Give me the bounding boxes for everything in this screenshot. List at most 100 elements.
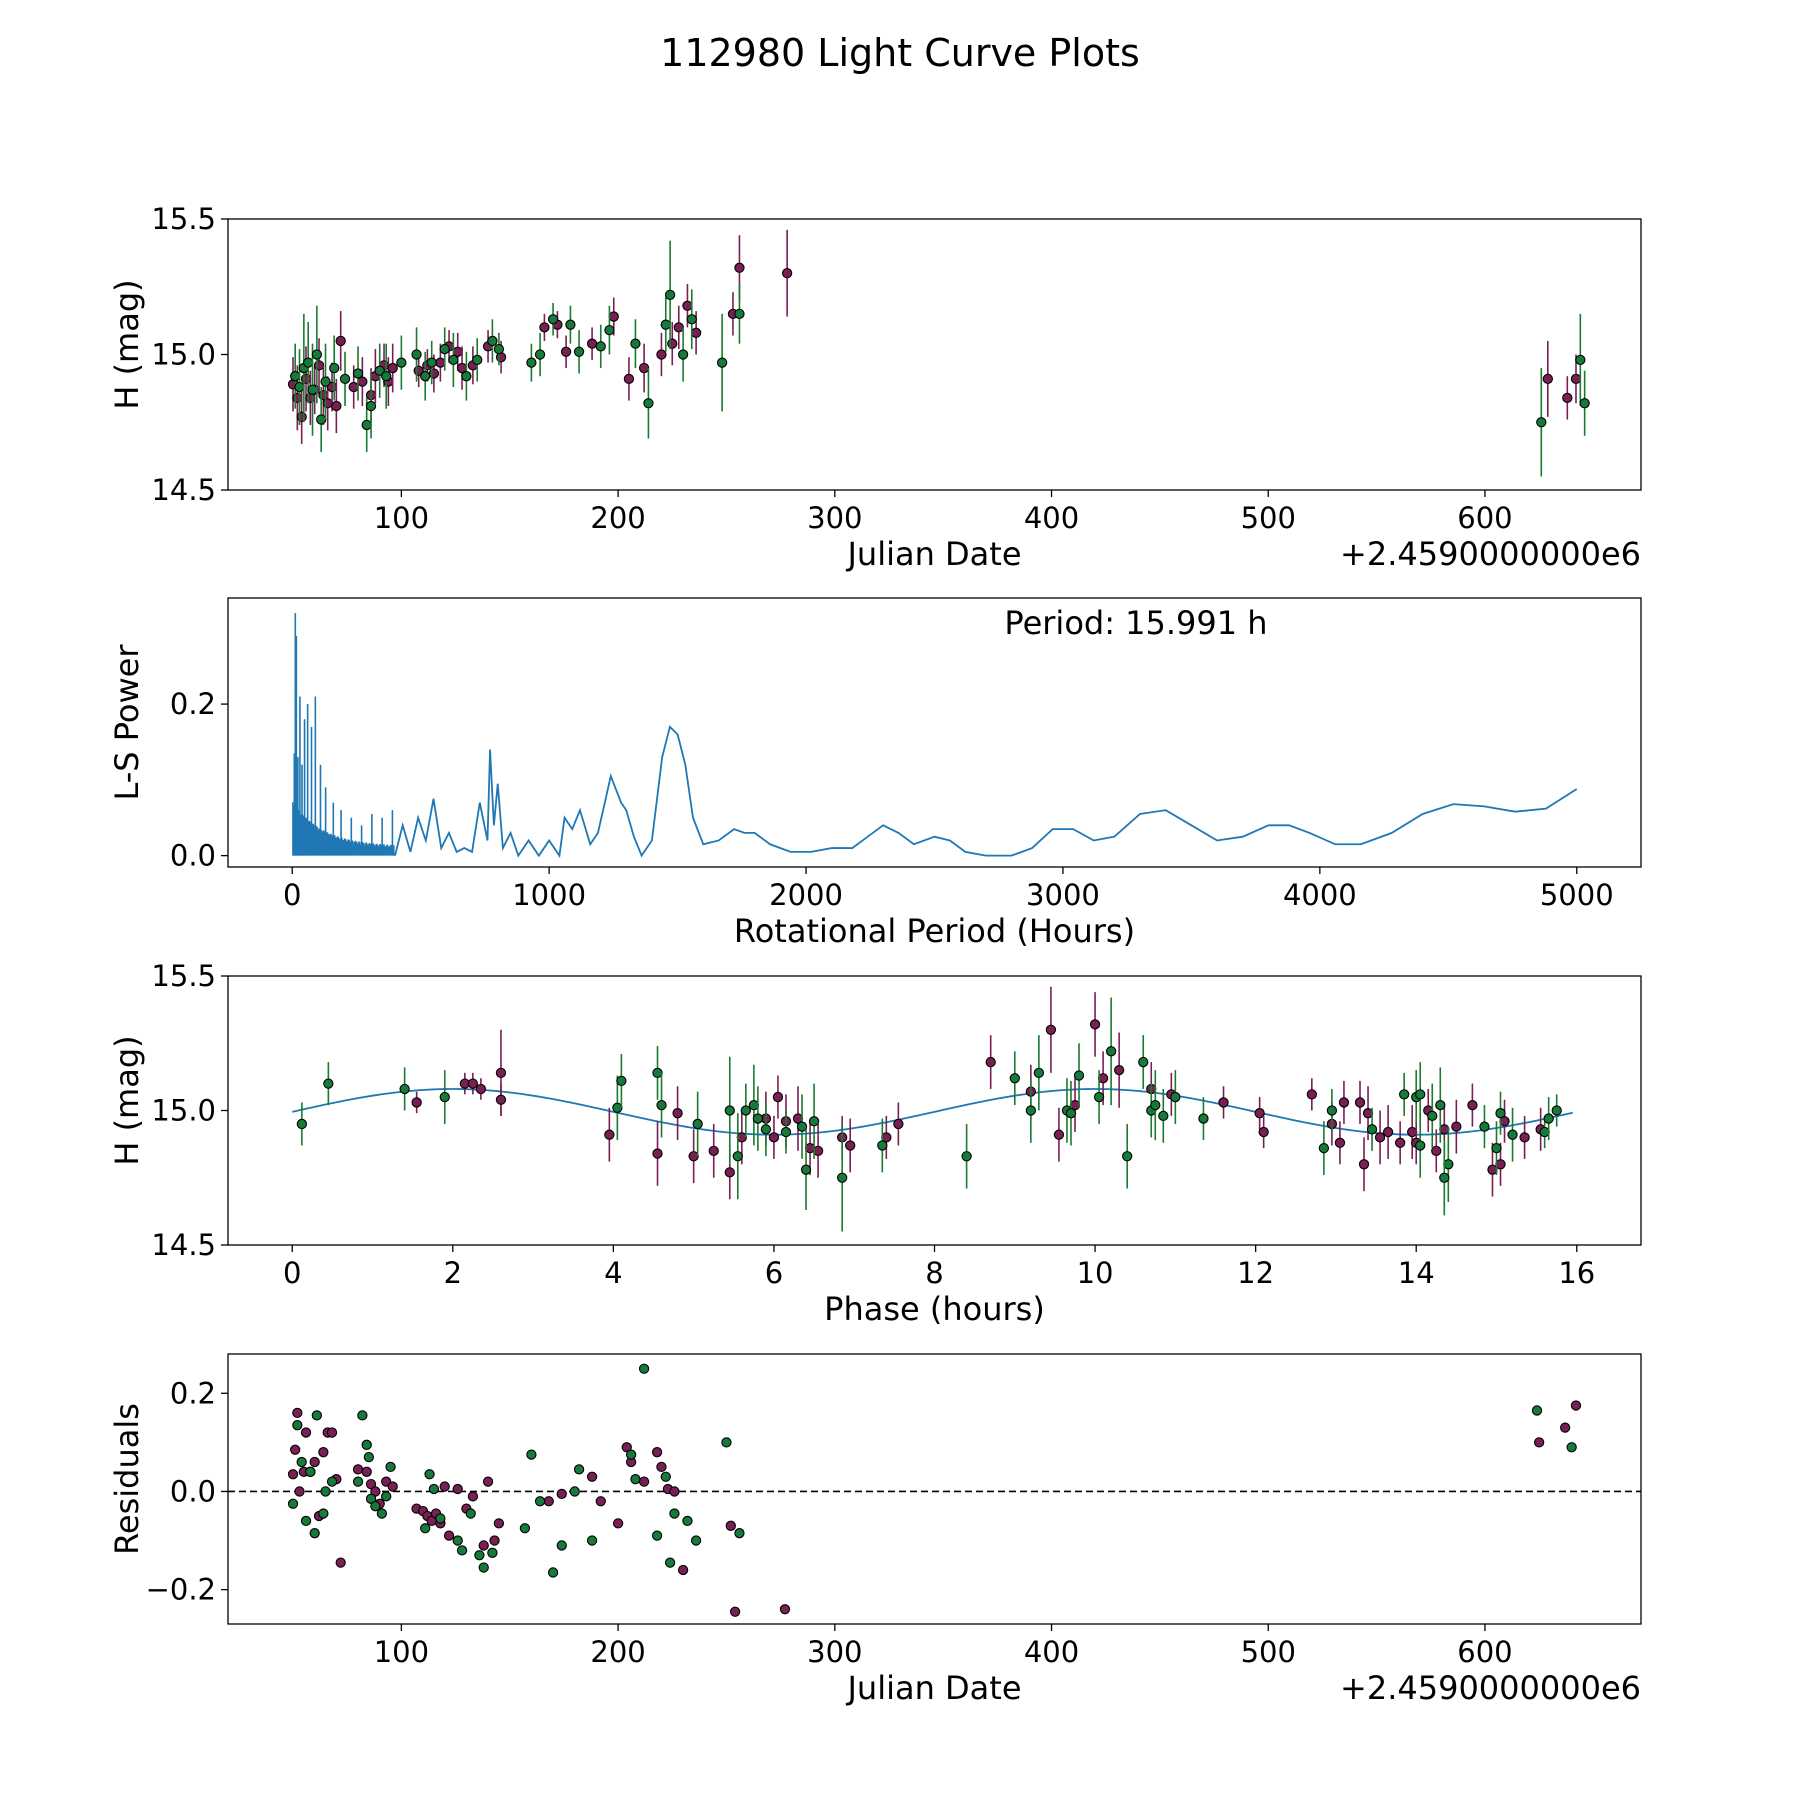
xtick-label: 0 (283, 878, 301, 912)
residuals-point (556, 1540, 567, 1551)
light-curve-point (439, 343, 450, 355)
light-curve-point (290, 371, 301, 382)
residuals-point (638, 1363, 650, 1374)
light-curve-point (716, 357, 728, 368)
phase-folded-point (1326, 1105, 1338, 1116)
light-curve-point (734, 308, 745, 319)
light-curve-point (586, 338, 598, 349)
light-curve-point (292, 392, 303, 404)
residuals-point (651, 1530, 663, 1541)
residuals-point (311, 1410, 323, 1421)
light-curve-point (294, 381, 305, 393)
residuals-point (320, 1486, 331, 1497)
ytick-label: 15.5 (151, 959, 216, 993)
phase-folded-point (1258, 1126, 1269, 1138)
residuals-point (569, 1486, 580, 1497)
phase-folded-point (1073, 1070, 1085, 1081)
phase-fit-curve (292, 1088, 1573, 1136)
residuals-point (309, 1528, 320, 1539)
phase-folded-point (1431, 1145, 1442, 1156)
residuals-point (526, 1449, 537, 1460)
residuals-marks (228, 1363, 1641, 1617)
phase-folded-point (1045, 1024, 1057, 1035)
phase-folded-point (439, 1091, 450, 1103)
phase-folded-ticks: 0 2 4 6 8 10 12 14 16 14.5 15.0 15.5 (151, 959, 1595, 1290)
light-curve-point (623, 373, 635, 385)
phase-folded-point (656, 1099, 667, 1111)
residuals-point (664, 1557, 676, 1568)
xtick-label: 200 (590, 501, 645, 535)
phase-folded-point (1394, 1137, 1406, 1148)
light-curve-point (426, 357, 437, 368)
residuals-point (428, 1483, 440, 1495)
xtick-label: 0 (283, 1256, 301, 1290)
phase-folded-point (1065, 1108, 1077, 1119)
residuals-point (452, 1535, 463, 1546)
period-annotation: Period: 15.991 h (1004, 604, 1267, 642)
ytick-label: 15.5 (151, 202, 216, 236)
residuals-point (493, 1518, 505, 1529)
phase-folded-point (1150, 1099, 1161, 1111)
light-curve-point (1562, 392, 1573, 404)
residuals-ylabel: Residuals (108, 1403, 146, 1555)
periodogram-axes-frame (227, 597, 1642, 868)
residuals-point (734, 1528, 745, 1539)
light-curve-point (595, 341, 606, 352)
phase-folded-point (1122, 1151, 1133, 1162)
residuals-point (452, 1483, 463, 1495)
figure-title: 112980 Light Curve Plots (660, 31, 1140, 75)
phase-folded-point (1451, 1121, 1462, 1132)
light-curve-point (667, 338, 678, 349)
light-curve-xlabel: Julian Date (845, 535, 1021, 573)
residuals-point (318, 1447, 329, 1458)
phase-folded-point (1551, 1105, 1562, 1116)
residuals-point (779, 1604, 791, 1615)
residuals-point (326, 1476, 338, 1487)
residuals-point (456, 1545, 468, 1556)
residuals-point (292, 1420, 303, 1431)
residuals-panel: 100 200 300 400 500 600 −0.2 0.0 0.2 Julian Date… (108, 1353, 1642, 1707)
xtick-label: 100 (374, 1635, 429, 1669)
periodogram-ylabel: L-S Power (108, 644, 146, 801)
phase-folded-point (1114, 1065, 1125, 1076)
residuals-offset-text: +2.4590000000e6 (1340, 1669, 1641, 1707)
light-curve-point (493, 343, 505, 355)
light-curve-point (435, 357, 446, 368)
ytick-label: 14.5 (151, 1228, 216, 1262)
light-curve-point (428, 368, 440, 379)
xtick-label: 500 (1241, 501, 1296, 535)
residuals-point (669, 1508, 680, 1519)
light-curve-point (560, 346, 572, 357)
phase-folded-point (1495, 1108, 1506, 1119)
phase-folded-point (961, 1151, 972, 1162)
phase-folded-point (399, 1083, 410, 1095)
residuals-point (300, 1427, 312, 1438)
xtick-label: 2 (444, 1256, 462, 1290)
phase-folded-point (1306, 1089, 1317, 1100)
residuals-point (556, 1488, 567, 1500)
periodogram-xlabel: Rotational Period (Hours) (734, 912, 1135, 950)
phase-folded-point (837, 1172, 848, 1183)
phase-folded-point (760, 1124, 772, 1135)
phase-folded-point (1354, 1097, 1366, 1108)
ytick-label: 15.0 (151, 1094, 216, 1128)
phase-folded-point (1358, 1159, 1370, 1170)
residuals-point (682, 1515, 693, 1527)
xtick-label: 500 (1241, 1635, 1296, 1669)
light-curve-point (526, 357, 537, 368)
phase-folded-point (893, 1118, 904, 1130)
light-curve-point (534, 349, 546, 360)
phase-folded-point (467, 1078, 479, 1089)
phase-folded-point (1198, 1113, 1209, 1124)
residuals-point (385, 1461, 396, 1473)
light-curve-ylabel: H (mag) (108, 279, 146, 409)
periodogram-spikes (293, 613, 394, 856)
residuals-point (361, 1466, 372, 1477)
phase-folded-point (475, 1083, 487, 1095)
phase-folded-point (1427, 1110, 1438, 1122)
light-curve-point (673, 322, 684, 333)
residuals-point (612, 1518, 624, 1529)
periodogram-dense-band (292, 802, 396, 856)
residuals-point (595, 1496, 606, 1507)
